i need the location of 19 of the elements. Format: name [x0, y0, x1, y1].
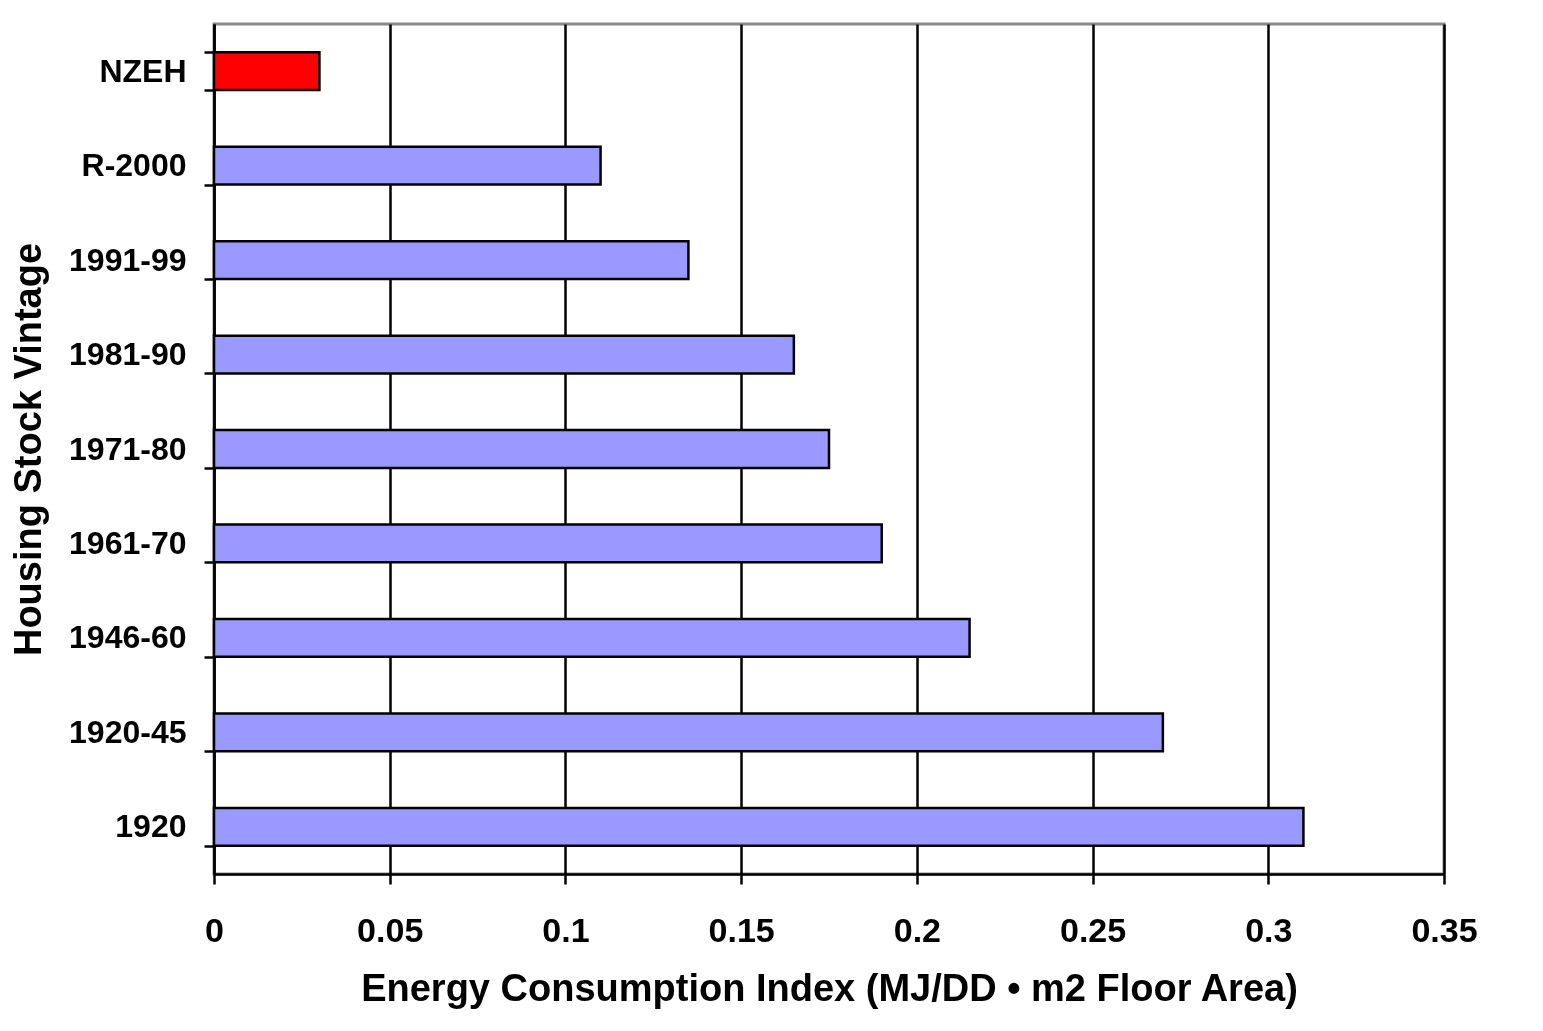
y-tick-label: 1946-60	[69, 619, 187, 656]
y-axis-title: Housing Stock Vintage	[7, 242, 50, 657]
x-tick-label: 0.3	[1245, 910, 1293, 949]
y-tick-label: 1961-70	[69, 524, 187, 561]
x-tick-label: 0.35	[1411, 910, 1478, 949]
x-axis-title: Energy Consumption Index (MJ/DD • m2 Floor Area)	[361, 966, 1298, 1009]
x-tick-label: 0.15	[708, 910, 775, 949]
x-tick-label: 0.2	[893, 910, 941, 949]
y-tick-label: 1971-80	[69, 430, 187, 467]
x-tick-label: 0	[205, 910, 224, 949]
y-tick-label: 1920	[115, 808, 187, 845]
x-tick-label: 0.25	[1059, 910, 1127, 949]
y-tick-label: 1991-99	[69, 241, 187, 278]
y-tick-label: NZEH	[99, 52, 187, 89]
y-tick-label: R-2000	[81, 147, 187, 184]
x-tick-label: 0.1	[542, 910, 590, 949]
x-tick-label: 0.05	[357, 910, 424, 949]
y-tick-label: 1920-45	[69, 713, 187, 750]
y-tick-label: 1981-90	[69, 336, 187, 373]
